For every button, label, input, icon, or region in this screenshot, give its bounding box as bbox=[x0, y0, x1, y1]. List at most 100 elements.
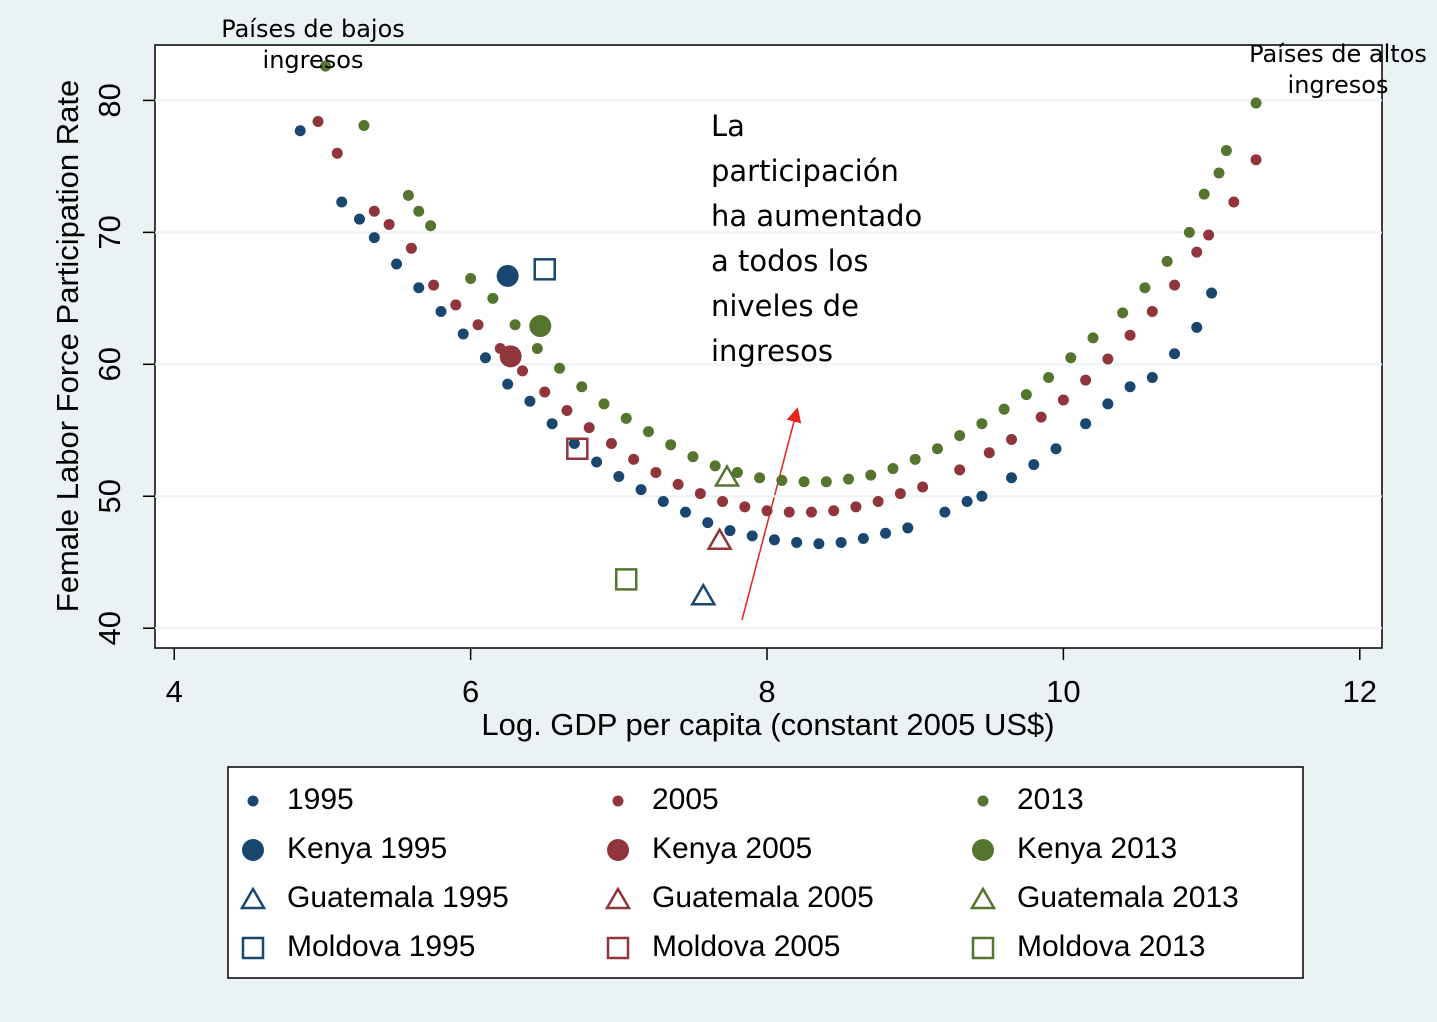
point bbox=[1250, 154, 1262, 166]
y-tick-label: 50 bbox=[92, 479, 127, 513]
point bbox=[1043, 372, 1055, 384]
point bbox=[998, 403, 1010, 415]
point bbox=[635, 484, 647, 496]
point bbox=[976, 490, 988, 502]
point bbox=[1050, 443, 1062, 455]
point bbox=[746, 530, 758, 542]
point bbox=[614, 568, 638, 591]
point bbox=[546, 418, 558, 430]
point bbox=[1250, 97, 1262, 109]
legend-label: 1995 bbox=[287, 783, 354, 816]
x-tick-label: 8 bbox=[758, 674, 775, 709]
point bbox=[709, 460, 721, 472]
x-tick-label: 12 bbox=[1343, 674, 1377, 709]
point bbox=[1117, 307, 1129, 319]
legend-label: Guatemala 2013 bbox=[1017, 881, 1239, 914]
legend-marker bbox=[242, 839, 264, 861]
legend-marker bbox=[612, 795, 624, 807]
legend-label: Kenya 1995 bbox=[287, 832, 447, 865]
point bbox=[713, 463, 741, 487]
point bbox=[917, 481, 929, 493]
point bbox=[472, 319, 484, 331]
y-tick-label: 40 bbox=[92, 611, 127, 645]
point bbox=[354, 213, 365, 225]
point bbox=[1169, 348, 1181, 360]
point bbox=[1124, 329, 1136, 341]
point bbox=[620, 412, 632, 424]
point bbox=[1006, 434, 1018, 446]
point bbox=[865, 469, 877, 481]
legend-label: Moldova 1995 bbox=[287, 930, 475, 963]
legend-marker bbox=[977, 795, 989, 807]
point bbox=[1028, 459, 1040, 471]
point bbox=[1198, 188, 1210, 200]
point bbox=[358, 119, 370, 131]
point bbox=[731, 467, 743, 479]
point bbox=[857, 532, 869, 544]
legend-box bbox=[227, 766, 1304, 979]
legend-marker bbox=[971, 936, 995, 960]
point bbox=[368, 205, 380, 217]
point bbox=[650, 467, 662, 479]
point bbox=[717, 496, 729, 508]
point bbox=[598, 398, 610, 410]
point bbox=[391, 258, 403, 270]
point bbox=[539, 386, 551, 398]
point bbox=[533, 258, 556, 281]
point bbox=[529, 315, 552, 338]
point bbox=[642, 426, 654, 438]
point bbox=[1191, 246, 1203, 258]
x-tick-label: 6 bbox=[462, 674, 479, 709]
point bbox=[1183, 226, 1195, 238]
point bbox=[1220, 145, 1232, 157]
point bbox=[843, 473, 855, 485]
legend-marker bbox=[606, 936, 630, 960]
point bbox=[487, 292, 499, 304]
point bbox=[425, 220, 437, 232]
annotation: ha aumentado bbox=[711, 199, 922, 233]
point bbox=[983, 447, 995, 459]
annotation: niveles de bbox=[711, 289, 859, 323]
point bbox=[768, 534, 780, 546]
point bbox=[976, 418, 988, 430]
point bbox=[591, 456, 603, 468]
point bbox=[413, 282, 425, 294]
point bbox=[1213, 167, 1225, 179]
point bbox=[850, 501, 862, 513]
point bbox=[805, 506, 817, 518]
point bbox=[931, 443, 943, 455]
point bbox=[657, 496, 669, 508]
point bbox=[820, 476, 832, 488]
point bbox=[1006, 472, 1018, 484]
point bbox=[336, 196, 348, 208]
annotation: ingresos bbox=[1288, 71, 1389, 99]
point bbox=[828, 505, 840, 517]
point bbox=[1080, 374, 1092, 386]
legend-label: Guatemala 2005 bbox=[652, 881, 874, 914]
point bbox=[383, 218, 395, 230]
point bbox=[502, 378, 514, 390]
point bbox=[1139, 282, 1151, 294]
point bbox=[1203, 229, 1215, 241]
annotation: ingresos bbox=[263, 46, 364, 74]
point bbox=[524, 395, 536, 407]
annotation: La bbox=[711, 109, 745, 143]
point bbox=[331, 147, 343, 159]
point bbox=[894, 488, 906, 500]
point bbox=[939, 506, 951, 518]
legend-marker bbox=[241, 936, 265, 960]
point bbox=[909, 453, 921, 465]
y-tick-label: 80 bbox=[92, 83, 127, 117]
point bbox=[1035, 411, 1047, 423]
legend-label: 2005 bbox=[652, 783, 719, 816]
point bbox=[294, 125, 306, 137]
point bbox=[761, 505, 773, 517]
point bbox=[499, 345, 522, 368]
point bbox=[783, 506, 795, 518]
point bbox=[531, 342, 543, 354]
point bbox=[1206, 287, 1218, 299]
legend-marker bbox=[604, 886, 632, 910]
point bbox=[902, 522, 914, 534]
legend-label: Guatemala 1995 bbox=[287, 881, 509, 914]
